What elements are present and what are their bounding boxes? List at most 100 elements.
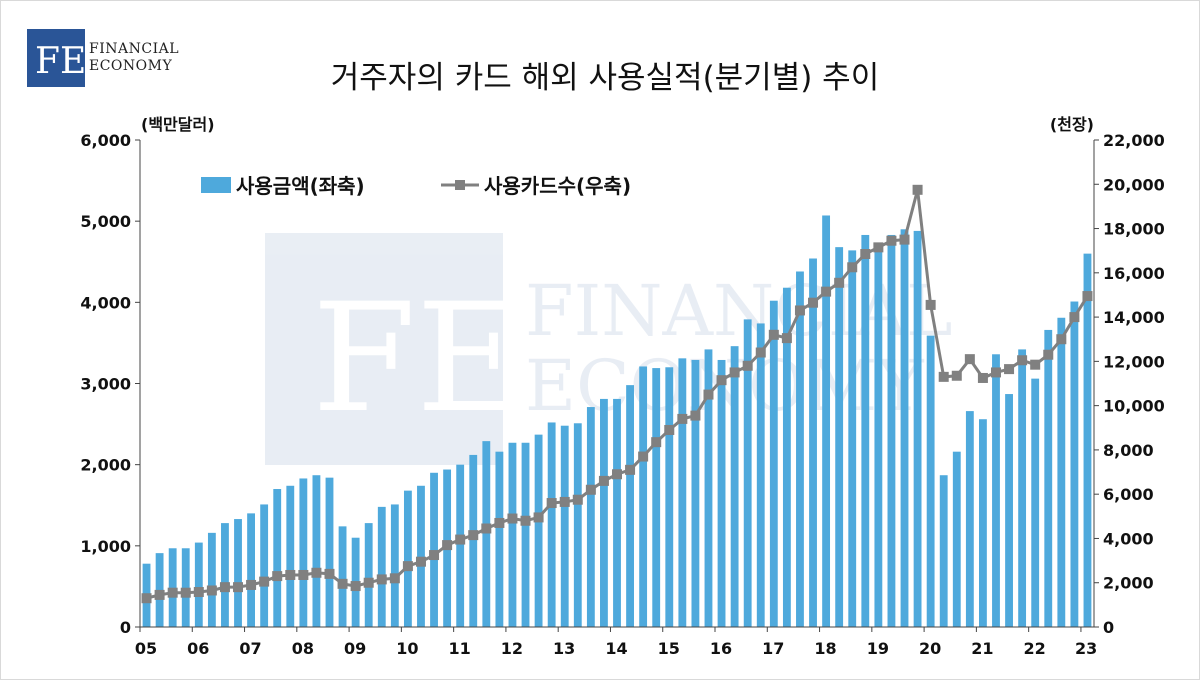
axes: 0 1,000 2,000 3,000 4,000 5,000 6,000 0 2,000 4,0… bbox=[80, 131, 1164, 658]
brand-monogram-text: FE bbox=[35, 41, 85, 82]
bar bbox=[691, 359, 700, 627]
line-point bbox=[337, 578, 348, 589]
bar bbox=[168, 548, 177, 627]
x-tick-label: 16 bbox=[710, 639, 732, 658]
line-point bbox=[402, 561, 413, 572]
bar bbox=[782, 287, 791, 627]
bar bbox=[469, 454, 478, 627]
x-tick-label: 09 bbox=[344, 639, 366, 658]
x-tick-label: 08 bbox=[292, 639, 314, 658]
bar bbox=[639, 366, 648, 627]
line-point bbox=[533, 512, 544, 523]
line-point bbox=[938, 371, 949, 382]
line-point bbox=[442, 540, 453, 551]
bar bbox=[560, 425, 569, 627]
bar bbox=[299, 478, 308, 627]
brand-line-2: ECONOMY bbox=[89, 58, 173, 74]
x-tick-label: 21 bbox=[971, 639, 993, 658]
bar bbox=[456, 464, 465, 627]
line-point bbox=[964, 354, 975, 365]
line-point bbox=[664, 424, 675, 435]
bar bbox=[194, 542, 203, 627]
line-point bbox=[1043, 349, 1054, 360]
line-point bbox=[415, 556, 426, 567]
y-right-tick-label: 18,000 bbox=[1103, 220, 1165, 239]
bar bbox=[952, 451, 961, 627]
line-point bbox=[690, 410, 701, 421]
bar bbox=[547, 422, 556, 627]
line-point bbox=[821, 286, 832, 297]
x-tick-label: 12 bbox=[501, 639, 523, 658]
y-left-tick-label: 5,000 bbox=[80, 212, 131, 231]
y-left-tick-label: 1,000 bbox=[80, 537, 131, 556]
bar bbox=[390, 504, 399, 627]
line-point bbox=[899, 234, 910, 245]
line-point bbox=[873, 242, 884, 253]
bar bbox=[495, 451, 504, 627]
line-point bbox=[677, 413, 688, 424]
bar bbox=[286, 485, 295, 627]
y-right-tick-label: 10,000 bbox=[1103, 397, 1165, 416]
brand-monogram: FE bbox=[27, 29, 85, 87]
bar bbox=[586, 407, 595, 627]
bar bbox=[874, 243, 883, 628]
line-point bbox=[781, 333, 792, 344]
line-point bbox=[233, 582, 244, 593]
y-right-tick-label: 20,000 bbox=[1103, 175, 1165, 194]
watermark-mark bbox=[265, 233, 503, 465]
x-tick-label: 07 bbox=[239, 639, 261, 658]
brand-logo: FE FINANCIAL ECONOMY bbox=[27, 29, 179, 87]
x-tick-label: 15 bbox=[658, 639, 680, 658]
line-point bbox=[1017, 355, 1028, 366]
x-tick-label: 05 bbox=[135, 639, 157, 658]
line-point bbox=[494, 517, 505, 528]
y-left-unit: (백만달러) bbox=[141, 115, 215, 134]
bar bbox=[1031, 378, 1040, 627]
line-point bbox=[651, 437, 662, 448]
bar bbox=[861, 234, 870, 627]
bar bbox=[665, 367, 674, 627]
x-tick-label: 06 bbox=[187, 639, 209, 658]
y-left-tick-label: 6,000 bbox=[80, 131, 131, 150]
line-point bbox=[768, 329, 779, 340]
bar bbox=[939, 475, 948, 627]
line-point bbox=[716, 375, 727, 386]
y-right-tick-label: 2,000 bbox=[1103, 574, 1154, 593]
line-point bbox=[1004, 364, 1015, 375]
line-point bbox=[154, 589, 165, 600]
line-point bbox=[546, 498, 557, 509]
bar bbox=[521, 442, 530, 627]
y-right-tick-label: 6,000 bbox=[1103, 485, 1154, 504]
bar bbox=[508, 442, 517, 627]
line-point bbox=[272, 571, 283, 582]
bar bbox=[756, 323, 765, 627]
line-point bbox=[1082, 291, 1093, 302]
bar bbox=[207, 532, 216, 627]
bar bbox=[913, 230, 922, 627]
line-series bbox=[141, 184, 1093, 604]
line-point bbox=[389, 573, 400, 584]
bar bbox=[613, 398, 621, 627]
x-tick-label: 20 bbox=[919, 639, 941, 658]
line-point bbox=[141, 593, 152, 604]
line-point bbox=[860, 249, 871, 260]
y-right-tick-label: 8,000 bbox=[1103, 441, 1154, 460]
bar bbox=[1044, 329, 1053, 627]
x-tick-label: 13 bbox=[553, 639, 575, 658]
x-tick-label: 18 bbox=[814, 639, 836, 658]
bar bbox=[1005, 394, 1013, 627]
bar bbox=[534, 434, 543, 627]
y-left-tick-label: 3,000 bbox=[80, 375, 131, 394]
line-point bbox=[298, 569, 309, 580]
bar bbox=[965, 411, 974, 627]
bar bbox=[887, 234, 896, 627]
bar bbox=[417, 485, 425, 627]
line-point bbox=[742, 360, 753, 371]
line-point bbox=[612, 469, 622, 480]
line-point bbox=[951, 370, 962, 381]
line-point bbox=[598, 475, 609, 486]
watermark-monogram: FE bbox=[312, 272, 526, 446]
x-tick-label: 17 bbox=[762, 639, 784, 658]
y-right-unit: (천장) bbox=[1050, 115, 1094, 134]
